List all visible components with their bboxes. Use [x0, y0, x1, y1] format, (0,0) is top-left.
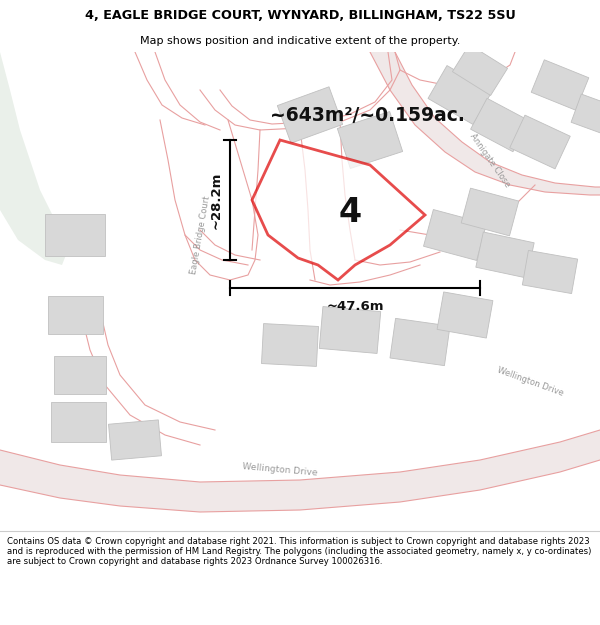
Polygon shape — [50, 402, 106, 442]
Polygon shape — [523, 251, 578, 294]
Polygon shape — [571, 94, 600, 136]
Polygon shape — [390, 318, 450, 366]
Polygon shape — [109, 420, 161, 460]
Polygon shape — [461, 188, 519, 236]
Polygon shape — [452, 44, 508, 96]
Text: ~47.6m: ~47.6m — [326, 299, 384, 312]
Polygon shape — [252, 140, 425, 280]
Polygon shape — [370, 52, 600, 195]
Polygon shape — [319, 306, 381, 354]
Text: Wellington Drive: Wellington Drive — [496, 366, 565, 398]
Polygon shape — [0, 430, 600, 512]
Text: Wellington Drive: Wellington Drive — [242, 462, 318, 478]
Polygon shape — [337, 111, 403, 169]
Polygon shape — [54, 356, 106, 394]
Polygon shape — [531, 60, 589, 110]
Polygon shape — [470, 98, 529, 152]
Polygon shape — [510, 115, 570, 169]
Text: ~643m²/~0.159ac.: ~643m²/~0.159ac. — [270, 106, 465, 124]
Text: Map shows position and indicative extent of the property.: Map shows position and indicative extent… — [140, 36, 460, 46]
Polygon shape — [424, 209, 487, 261]
Polygon shape — [0, 52, 70, 265]
Polygon shape — [47, 296, 103, 334]
Polygon shape — [277, 87, 343, 143]
Polygon shape — [476, 232, 534, 278]
Text: 4, EAGLE BRIDGE COURT, WYNYARD, BILLINGHAM, TS22 5SU: 4, EAGLE BRIDGE COURT, WYNYARD, BILLINGH… — [85, 9, 515, 22]
Text: Annigate Close: Annigate Close — [468, 131, 512, 189]
Text: 4: 4 — [338, 196, 362, 229]
Polygon shape — [437, 292, 493, 338]
Text: Eagle Bridge Court: Eagle Bridge Court — [188, 195, 211, 275]
Polygon shape — [262, 324, 319, 366]
Text: ~28.2m: ~28.2m — [209, 171, 223, 229]
Polygon shape — [45, 214, 105, 256]
Polygon shape — [428, 66, 492, 124]
Text: Contains OS data © Crown copyright and database right 2021. This information is : Contains OS data © Crown copyright and d… — [7, 537, 592, 566]
